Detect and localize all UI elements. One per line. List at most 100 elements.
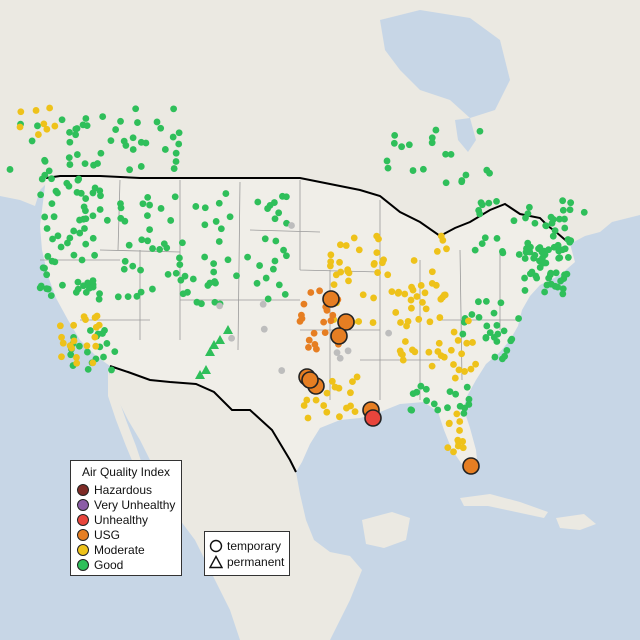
monitor-marker [452, 390, 460, 398]
monitor-marker [283, 252, 290, 260]
monitor-marker [172, 149, 180, 157]
monitor-marker [275, 209, 283, 217]
monitor-marker [409, 167, 417, 174]
monitor-marker [336, 258, 343, 266]
monitor-marker [461, 368, 468, 375]
monitor-marker [450, 328, 458, 336]
monitor-marker [469, 339, 476, 346]
monitor-marker [465, 395, 473, 403]
permanent-monitor-marker [223, 325, 233, 334]
monitor-marker [192, 203, 200, 210]
monitor-marker [48, 257, 56, 265]
monitor-marker [373, 249, 381, 257]
monitor-marker [451, 374, 459, 382]
permanent-monitor-marker [195, 370, 205, 379]
monitor-marker [471, 246, 479, 254]
monitor-marker [419, 165, 427, 173]
moderate-circle-icon [77, 544, 89, 556]
monitor-marker [460, 409, 468, 417]
monitor-marker [34, 131, 42, 138]
monitor-marker [77, 189, 85, 197]
hispaniola [556, 514, 596, 530]
monitor-marker-large [337, 313, 355, 331]
monitor-marker [126, 166, 133, 174]
monitor-marker [215, 199, 223, 207]
legend-item-hazardous: Hazardous [77, 483, 152, 497]
monitor-marker [97, 149, 105, 157]
monitor-marker [129, 134, 137, 142]
monitor-marker [84, 365, 92, 373]
monitor-marker [172, 158, 180, 165]
monitor-marker [546, 271, 554, 279]
monitor-marker [320, 402, 328, 409]
monitor-marker [485, 199, 493, 207]
monitor-marker [260, 325, 268, 333]
monitor-marker [450, 448, 457, 456]
monitor-marker [17, 108, 25, 116]
monitor-marker [459, 330, 467, 338]
monitor-marker [415, 315, 423, 323]
monitor-marker [321, 329, 329, 337]
monitor-marker [66, 129, 73, 136]
monitor-marker [305, 336, 313, 344]
monitor-marker [264, 295, 272, 303]
legend-label: Very Unhealthy [94, 498, 176, 512]
monitor-marker [298, 315, 306, 323]
monitor-marker [538, 248, 546, 256]
monitor-marker [425, 348, 433, 356]
monitor-marker [244, 253, 251, 261]
monitor-marker [435, 339, 443, 347]
monitor-marker [561, 215, 568, 223]
monitor-marker [65, 154, 73, 162]
monitor-marker [133, 292, 141, 300]
monitor-marker [561, 271, 568, 279]
monitor-marker [76, 216, 83, 224]
monitor-marker [222, 190, 230, 197]
legend-item-good: Good [77, 558, 123, 572]
monitor-marker [46, 104, 54, 112]
monitor-marker [549, 216, 557, 223]
monitor-marker [559, 197, 567, 205]
monitor-marker [157, 205, 165, 212]
monitor-marker [555, 254, 563, 262]
monitor-marker [541, 288, 549, 296]
monitor-marker [281, 290, 289, 298]
monitor-marker [34, 122, 41, 130]
monitor-marker [447, 346, 455, 354]
monitor-marker [332, 271, 340, 279]
monitor-marker [499, 249, 507, 257]
monitor-marker [253, 279, 261, 287]
legend-item-moderate: Moderate [77, 543, 145, 557]
legend-label: Hazardous [94, 483, 153, 497]
monitor-marker [422, 385, 430, 393]
monitor-marker [58, 353, 65, 361]
monitor-marker [326, 262, 334, 270]
monitor-marker [388, 288, 396, 296]
monitor-marker [524, 239, 532, 247]
permanent-monitor-marker [201, 365, 211, 374]
monitor-marker [254, 198, 262, 206]
monitor-marker [66, 342, 74, 350]
monitor-marker [149, 245, 156, 252]
monitor-marker [129, 262, 137, 270]
monitor-marker [428, 279, 436, 287]
monitor-marker [458, 178, 466, 186]
monitor-marker [456, 427, 463, 434]
monitor-marker [350, 234, 358, 242]
monitor-marker [16, 123, 24, 131]
monitor-marker [323, 306, 331, 314]
monitor-marker [210, 260, 218, 267]
monitor-marker [310, 329, 318, 337]
monitor-marker [28, 137, 36, 145]
legend-item-unhealthy: Unhealthy [77, 513, 148, 527]
monitor-marker [146, 201, 154, 209]
monitor-marker [198, 300, 205, 308]
monitor-marker [111, 348, 119, 356]
monitor-marker [120, 265, 128, 273]
monitor-marker [280, 246, 287, 254]
monitor-marker [210, 268, 218, 276]
monitor-marker [47, 292, 55, 300]
monitor-marker [120, 137, 128, 145]
monitor-marker [551, 227, 559, 235]
monitor-marker [345, 277, 352, 285]
